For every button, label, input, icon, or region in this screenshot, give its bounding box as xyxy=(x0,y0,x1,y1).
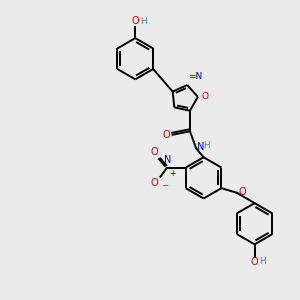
Text: =N: =N xyxy=(188,72,203,81)
Text: −: − xyxy=(161,181,168,190)
Text: O: O xyxy=(150,178,158,188)
Text: O: O xyxy=(238,187,246,197)
Text: +: + xyxy=(169,169,175,178)
Text: O: O xyxy=(131,16,139,26)
Text: O: O xyxy=(163,130,170,140)
Text: O: O xyxy=(150,147,158,157)
Text: N: N xyxy=(164,155,171,165)
Text: H: H xyxy=(141,17,147,26)
Text: N: N xyxy=(197,142,205,152)
Text: H: H xyxy=(203,141,209,150)
Text: H: H xyxy=(259,257,266,266)
Text: O: O xyxy=(251,257,258,267)
Text: O: O xyxy=(202,92,209,101)
